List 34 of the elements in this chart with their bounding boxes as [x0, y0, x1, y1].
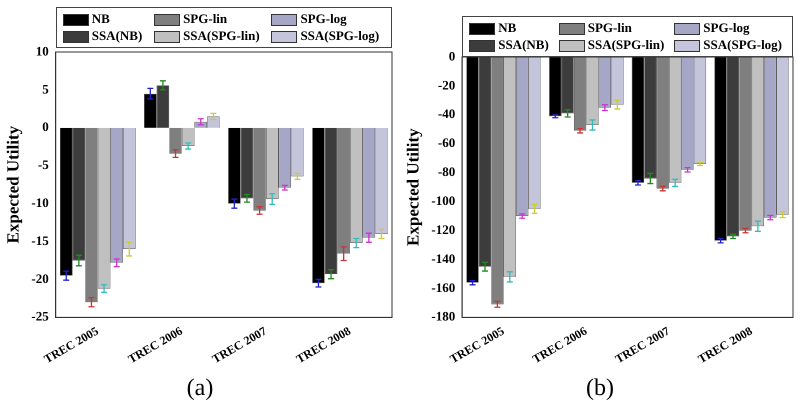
y-tick-label: -15 — [31, 232, 50, 248]
legend-label: SSA(SPG-lin) — [586, 37, 666, 53]
y-tick-label: 0 — [448, 48, 456, 64]
y-tick-label: -120 — [431, 222, 456, 237]
y-tick-label: -20 — [438, 77, 456, 92]
legend-label: SPG-log — [299, 11, 348, 27]
legend-label: SSA(SPG-log) — [702, 37, 784, 53]
y-tick-label: -5 — [38, 157, 50, 172]
y-tick-label: -25 — [31, 308, 50, 324]
y-tick-label: -20 — [31, 270, 49, 286]
legend-label: SSA(NB) — [497, 37, 550, 53]
legend-label: SSA(SPG-lin) — [182, 28, 261, 44]
legend-label: SSA(NB) — [90, 28, 144, 44]
y-tick-label: -80 — [438, 164, 456, 180]
y-tick-label: 5 — [42, 81, 50, 96]
y-tick-label: 10 — [36, 43, 49, 58]
y-tick-label: -10 — [31, 194, 49, 210]
y-axis-title: Expected Utility — [404, 128, 423, 246]
legend-label: SSA(SPG-log) — [299, 28, 380, 44]
text: (a) — [186, 375, 214, 402]
legend-label: NB — [497, 20, 518, 36]
y-tick-label: -40 — [438, 106, 456, 122]
y-tick-label: -160 — [431, 280, 456, 295]
y-axis-title: Expected Utility — [4, 125, 23, 244]
y-tick-label: -100 — [431, 193, 456, 208]
legend-label: SPG-lin — [586, 20, 633, 36]
y-tick-label: -140 — [431, 250, 456, 266]
text: (b) — [585, 375, 615, 402]
legend-label: SPG-lin — [182, 11, 228, 27]
y-tick-label: 0 — [42, 119, 49, 134]
y-tick-label: -60 — [438, 135, 456, 150]
legend-label: SPG-log — [702, 20, 751, 36]
y-tick-label: -180 — [431, 308, 456, 324]
legend-label: NB — [90, 11, 111, 27]
